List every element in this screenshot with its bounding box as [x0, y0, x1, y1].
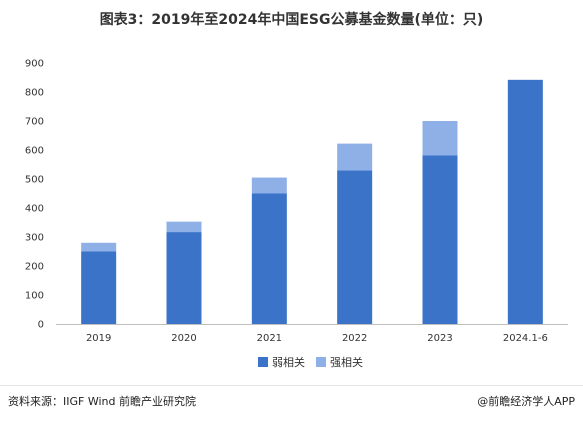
x-axis-ticks: 2019 2020 2021 2022 2023 2024.1-6: [86, 333, 548, 344]
legend-swatch-weak: [258, 357, 268, 367]
footer-divider: [0, 385, 583, 386]
y-tick-label: 600: [25, 146, 44, 157]
y-tick-label: 500: [25, 175, 44, 186]
bar-strong-2023: [422, 121, 458, 156]
chart-title: 图表3：2019年至2024年中国ESG公募基金数量(单位：只): [99, 12, 484, 28]
bar-strong-2022: [337, 143, 373, 171]
bar-strong-2021: [251, 177, 287, 194]
credit-note: @前瞻经济学人APP: [477, 395, 575, 408]
y-tick-label: 0: [38, 320, 44, 331]
y-tick-label: 200: [25, 262, 44, 273]
bar-weak-2021: [251, 193, 287, 324]
x-tick-label: 2019: [86, 333, 111, 344]
legend-swatch-strong: [316, 357, 326, 367]
y-tick-label: 400: [25, 204, 44, 215]
bar-strong-2020: [166, 221, 202, 233]
bar-weak-2022: [337, 170, 373, 324]
y-tick-label: 800: [25, 88, 44, 99]
x-tick-label: 2020: [171, 333, 196, 344]
y-tick-label: 900: [25, 59, 44, 70]
x-tick-label: 2024.1-6: [503, 333, 548, 344]
source-note: 资料来源：IIGF Wind 前瞻产业研究院: [8, 395, 196, 408]
y-tick-label: 700: [25, 117, 44, 128]
stacked-bar-chart: 0 100 200 300 400 500 600 700 800 900 2019 2020 202…: [25, 59, 568, 369]
chart-legend: 弱相关 强相关: [258, 355, 363, 369]
bar-weak-2023: [422, 155, 458, 324]
bar-weak-2019: [81, 251, 117, 324]
bar-series: [81, 79, 543, 324]
y-axis-ticks: 0 100 200 300 400 500 600 700 800 900: [25, 59, 44, 331]
x-tick-label: 2021: [257, 333, 282, 344]
y-tick-label: 100: [25, 291, 44, 302]
bar-weak-2020: [166, 232, 202, 324]
bar-weak-2024.1-6: [507, 79, 543, 324]
legend-label: 强相关: [330, 355, 363, 369]
bar-strong-2019: [81, 242, 117, 252]
x-tick-label: 2022: [342, 333, 367, 344]
y-tick-label: 300: [25, 233, 44, 244]
legend-label: 弱相关: [272, 355, 305, 369]
x-tick-label: 2023: [427, 333, 452, 344]
